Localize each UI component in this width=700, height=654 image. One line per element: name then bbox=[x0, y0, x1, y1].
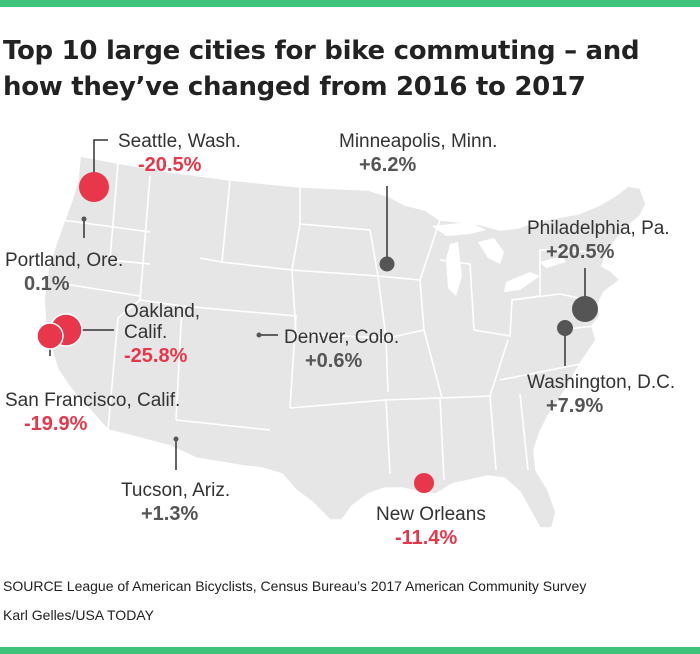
label-washington-name: Washington, D.C. bbox=[527, 372, 675, 393]
label-minneapolis-name: Minneapolis, Minn. bbox=[339, 131, 497, 152]
marker-washington bbox=[557, 320, 573, 336]
label-new-orleans-name: New Orleans bbox=[376, 504, 486, 525]
credit-note: Karl Gelles/USA TODAY bbox=[3, 607, 154, 623]
source-note: SOURCE League of American Bicyclists, Ce… bbox=[3, 578, 587, 594]
great-lakes bbox=[432, 222, 566, 296]
label-oakland-pct: -25.8% bbox=[124, 345, 188, 367]
label-portland-name: Portland, Ore. bbox=[5, 250, 123, 271]
city-labels: Seattle, Wash. -20.5% Minneapolis, Minn.… bbox=[5, 131, 675, 549]
label-washington-pct: +7.9% bbox=[546, 395, 603, 417]
marker-seattle bbox=[79, 172, 109, 202]
marker-minneapolis bbox=[379, 256, 395, 272]
label-portland-pct: 0.1% bbox=[24, 273, 70, 295]
label-denver-name: Denver, Colo. bbox=[284, 327, 399, 348]
label-san-francisco-pct: -19.9% bbox=[24, 413, 88, 435]
marker-new-orleans bbox=[414, 473, 434, 493]
label-new-orleans-pct: -11.4% bbox=[395, 527, 457, 549]
marker-philadelphia bbox=[572, 296, 598, 322]
label-minneapolis-pct: +6.2% bbox=[359, 154, 416, 176]
top-accent-bar bbox=[0, 0, 700, 7]
label-seattle-pct: -20.5% bbox=[138, 154, 202, 176]
map-title: Top 10 large cities for bike commuting –… bbox=[3, 36, 640, 102]
marker-tucson bbox=[173, 436, 179, 442]
label-philadelphia-pct: +20.5% bbox=[546, 241, 615, 263]
bottom-accent-bar bbox=[0, 647, 700, 654]
label-oakland-name-2: Calif. bbox=[124, 322, 167, 343]
label-tucson-pct: +1.3% bbox=[141, 503, 198, 525]
city-markers bbox=[36, 172, 598, 493]
label-philadelphia-name: Philadelphia, Pa. bbox=[527, 218, 670, 239]
label-denver-pct: +0.6% bbox=[305, 350, 362, 372]
state-borders bbox=[51, 162, 601, 481]
marker-portland bbox=[81, 216, 87, 222]
label-tucson-name: Tucson, Ariz. bbox=[121, 480, 230, 501]
label-san-francisco-name: San Francisco, Calif. bbox=[5, 390, 180, 411]
label-seattle-name: Seattle, Wash. bbox=[118, 131, 241, 152]
leader-seattle bbox=[93, 139, 108, 186]
marker-denver bbox=[256, 332, 262, 338]
label-oakland-name: Oakland, bbox=[124, 301, 200, 322]
marker-san-francisco bbox=[36, 322, 64, 350]
